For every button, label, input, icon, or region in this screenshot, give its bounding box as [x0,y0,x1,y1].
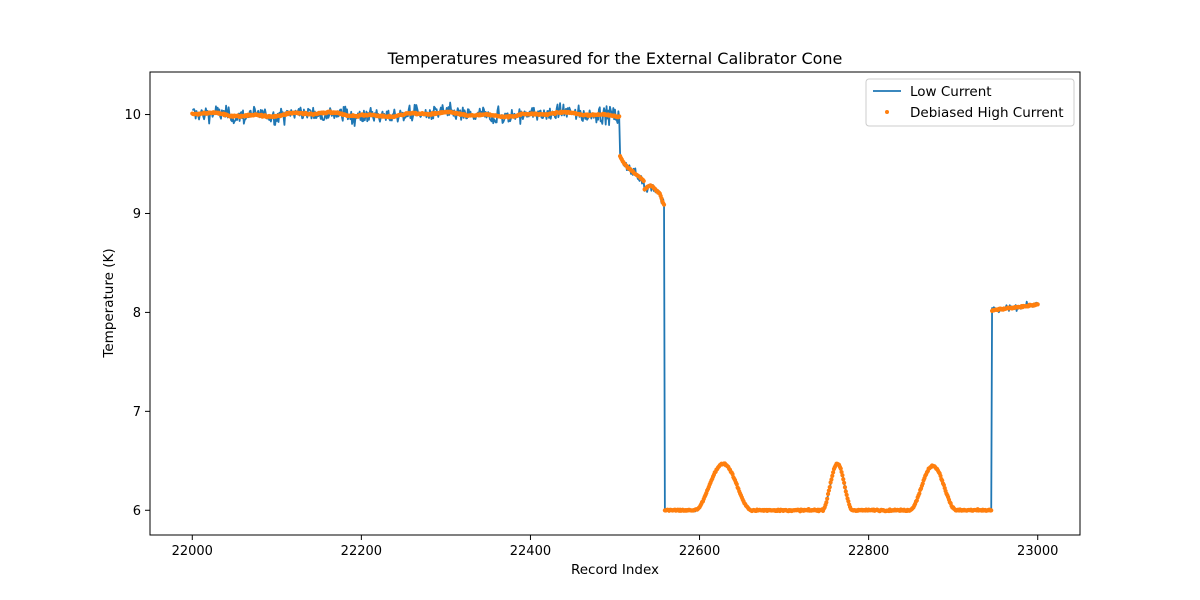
x-tick-label: 22800 [848,544,889,559]
high-current-point [825,496,830,501]
x-tick-label: 22600 [679,544,720,559]
high-current-point [734,482,739,487]
series-debiased-high-current [190,109,1040,514]
high-current-point [844,492,849,497]
legend: Low Current Debiased High Current [865,78,1075,127]
high-current-point [827,485,832,490]
y-tick-label: 10 [124,108,141,123]
high-current-point [825,491,831,497]
x-tick-label: 22000 [172,544,213,559]
chart-title: Temperatures measured for the External C… [387,49,843,68]
high-current-point [831,470,836,475]
high-current-point [838,466,843,471]
y-tick-label: 8 [133,306,141,321]
high-current-point [1035,302,1040,307]
high-current-point [842,485,848,490]
series-low-current [192,101,1039,513]
high-current-point [829,477,834,482]
y-tick-label: 6 [133,504,141,519]
x-tick-label: 23000 [1017,544,1058,559]
x-axis-label: Record Index [571,562,659,578]
high-current-point [989,508,994,513]
y-axis-label: Temperature (K) [101,248,117,358]
high-current-point [826,488,832,493]
legend-label-debiased-high-current: Debiased High Current [910,105,1064,121]
high-current-point [846,499,851,504]
x-tick-label: 22200 [341,544,382,559]
legend-marker-debiased-high-current [885,110,889,114]
legend-box [865,78,1075,127]
high-current-point [841,477,846,482]
high-current-point [839,469,844,475]
low-current-line [192,101,1039,513]
high-current-point [842,480,847,485]
y-tick-label: 9 [133,207,141,222]
plot-frame [149,71,1081,536]
legend-label-low-current: Low Current [910,84,992,100]
x-tick-label: 22400 [510,544,551,559]
high-current-point [641,178,646,184]
high-current-point [917,491,922,496]
high-current-point [824,500,829,505]
y-axis: 6 7 8 9 10 [124,108,150,519]
x-axis: 22000 22200 22400 22600 22800 23000 [172,535,1058,559]
high-current-point [617,114,622,119]
high-current-point [661,202,667,207]
high-current-point [840,473,845,478]
y-tick-label: 7 [133,405,141,420]
high-current-point [920,481,925,486]
high-current-point [843,489,848,494]
high-current-point [914,498,919,503]
high-current-point [938,473,943,478]
high-current-point [830,473,835,478]
